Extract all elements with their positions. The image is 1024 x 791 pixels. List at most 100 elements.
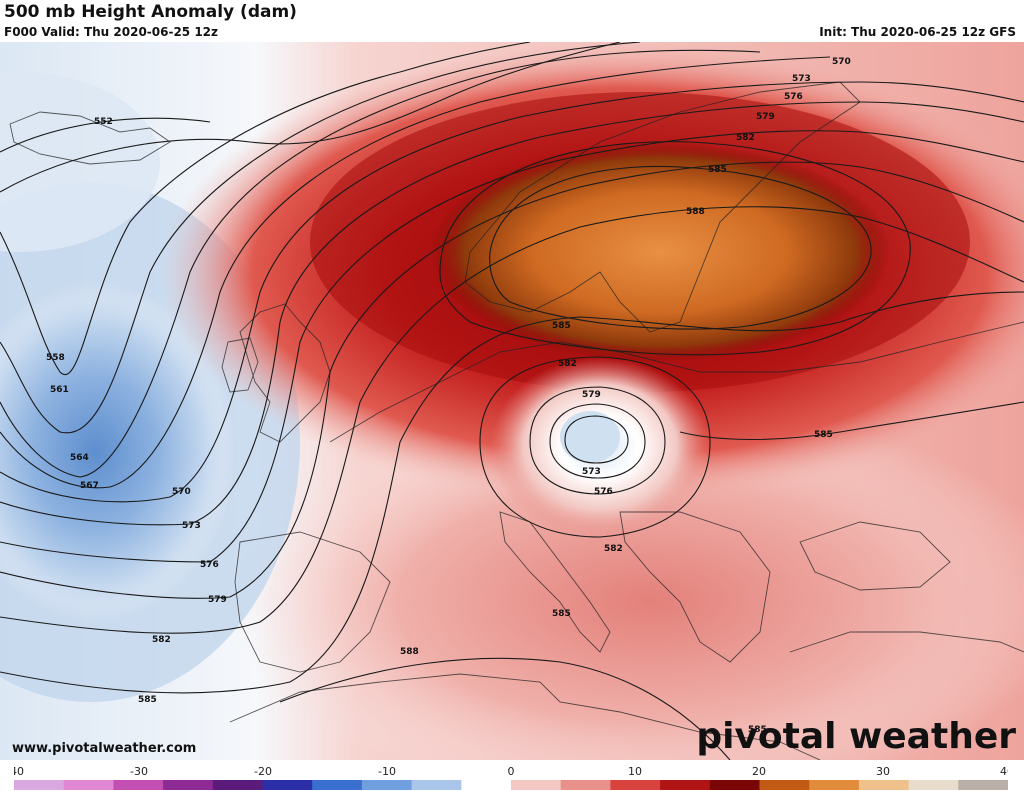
contour-564 bbox=[0, 49, 761, 478]
contour-579-low bbox=[529, 386, 666, 495]
colorbar-segment bbox=[610, 780, 661, 790]
contour-label: 585 bbox=[708, 165, 727, 175]
contour-582 bbox=[0, 206, 1024, 634]
height-contours bbox=[0, 42, 1024, 760]
contour-579 bbox=[0, 161, 1024, 599]
ireland-outline bbox=[221, 337, 259, 393]
colorbar-segment bbox=[361, 780, 413, 790]
balkans-outline bbox=[619, 511, 771, 663]
colorbar-tick-label: -10 bbox=[378, 765, 396, 778]
contour-585-east bbox=[679, 401, 1024, 441]
colorbar-tick-label: 20 bbox=[752, 765, 766, 778]
colorbar-segment bbox=[14, 780, 65, 790]
colorbar-segment bbox=[113, 780, 164, 790]
contour-555 bbox=[0, 42, 621, 193]
contour-label: 579 bbox=[756, 112, 775, 122]
colorbar-tick-label: 40 bbox=[1000, 765, 1008, 778]
contour-label: 570 bbox=[832, 57, 851, 67]
contour-label: 582 bbox=[604, 544, 623, 554]
colorbar-tick-label: 10 bbox=[628, 765, 642, 778]
colorbar-segment bbox=[908, 780, 959, 790]
colorbar-tick-label: 0 bbox=[508, 765, 515, 778]
contour-label: 588 bbox=[400, 647, 419, 657]
contour-label: 567 bbox=[80, 481, 99, 491]
contour-label: 573 bbox=[182, 521, 201, 531]
contour-label: 579 bbox=[582, 390, 601, 400]
contour-573-low bbox=[564, 415, 629, 464]
colorbar-segment bbox=[709, 780, 761, 790]
colorbar-segment bbox=[511, 780, 562, 790]
contour-label: 576 bbox=[594, 487, 613, 497]
contour-585-north bbox=[439, 141, 911, 356]
contour-label: 561 bbox=[50, 385, 69, 395]
anomaly-map-svg: 552 558 561 564 567 570 573 576 579 582 … bbox=[0, 42, 1024, 760]
valid-time: F000 Valid: Thu 2020-06-25 12z bbox=[4, 25, 219, 39]
contour-561 bbox=[0, 42, 641, 434]
contour-label: 573 bbox=[792, 74, 811, 84]
british-isles-outline bbox=[239, 303, 331, 443]
contour-label: 582 bbox=[558, 359, 577, 369]
colorbar-tick-label: -40 bbox=[14, 765, 24, 778]
colorbar-segment bbox=[212, 780, 264, 790]
contour-label: 579 bbox=[208, 595, 227, 605]
iceland-outline bbox=[9, 111, 171, 165]
contour-label: 573 bbox=[582, 467, 601, 477]
contour-label: 585 bbox=[552, 321, 571, 331]
pink-south bbox=[230, 402, 1024, 760]
contour-label: 588 bbox=[686, 207, 705, 217]
contour-labels: 552 558 561 564 567 570 573 576 579 582 … bbox=[46, 57, 851, 735]
colorbar-segment bbox=[63, 780, 114, 790]
colorbar-segment bbox=[958, 780, 1008, 790]
contour-label: 585 bbox=[748, 725, 767, 735]
colorbar-tick-label: 30 bbox=[876, 765, 890, 778]
colorbar-segment bbox=[560, 780, 611, 790]
colorbar: -40 -30 -20 -10 0 10 20 30 40 bbox=[14, 763, 1008, 791]
colorbar-tick-label: -20 bbox=[254, 765, 272, 778]
contour-582-low bbox=[479, 356, 711, 538]
contour-576 bbox=[0, 130, 1024, 563]
contour-576-low bbox=[549, 403, 646, 479]
colorbar-segment bbox=[660, 780, 711, 790]
north-africa-outline bbox=[229, 673, 821, 760]
colorbar-segment bbox=[809, 780, 860, 790]
colorbar-segment bbox=[312, 780, 363, 790]
colorbar-segment bbox=[759, 780, 810, 790]
coastlines bbox=[9, 81, 1024, 760]
website-label: www.pivotalweather.com bbox=[12, 741, 197, 756]
contour-552 bbox=[0, 117, 211, 153]
black-sea-outline bbox=[799, 521, 951, 591]
contour-label: 576 bbox=[784, 92, 803, 102]
colorbar-segment bbox=[163, 780, 214, 790]
anomaly-map: 552 558 561 564 567 570 573 576 579 582 … bbox=[0, 42, 1024, 760]
trough-field bbox=[0, 282, 235, 622]
contour-label: 576 bbox=[200, 560, 219, 570]
colorbar-segment bbox=[461, 780, 512, 790]
colorbar-svg: -40 -30 -20 -10 0 10 20 30 40 bbox=[14, 765, 1008, 790]
contour-label: 585 bbox=[814, 430, 833, 440]
contour-label: 582 bbox=[152, 635, 171, 645]
contour-588-south bbox=[279, 657, 731, 760]
cutoff-low-center bbox=[560, 411, 620, 463]
continent-outline bbox=[329, 321, 1024, 443]
brand-logo: pivotal weather bbox=[696, 716, 1016, 757]
colorbar-tick-label: -30 bbox=[130, 765, 148, 778]
anatolia-outline bbox=[789, 631, 1024, 653]
colorbar-segment bbox=[858, 780, 910, 790]
contour-573 bbox=[0, 101, 1024, 526]
init-time: Init: Thu 2020-06-25 12z GFS bbox=[819, 25, 1016, 39]
contour-label: 585 bbox=[552, 609, 571, 619]
contour-585 bbox=[0, 291, 1024, 694]
contour-label: 564 bbox=[70, 453, 89, 463]
map-title: 500 mb Height Anomaly (dam) bbox=[4, 2, 297, 22]
contour-558 bbox=[0, 42, 531, 375]
italy-outline bbox=[499, 511, 611, 653]
contour-588-north bbox=[489, 165, 872, 330]
contour-label: 552 bbox=[94, 117, 113, 127]
iberia-outline bbox=[234, 531, 391, 673]
contour-label: 558 bbox=[46, 353, 65, 363]
scandinavia-outline bbox=[464, 81, 861, 333]
contour-label: 582 bbox=[736, 133, 755, 143]
colorbar-segment bbox=[262, 780, 313, 790]
contour-567 bbox=[0, 56, 831, 489]
contour-label: 570 bbox=[172, 487, 191, 497]
